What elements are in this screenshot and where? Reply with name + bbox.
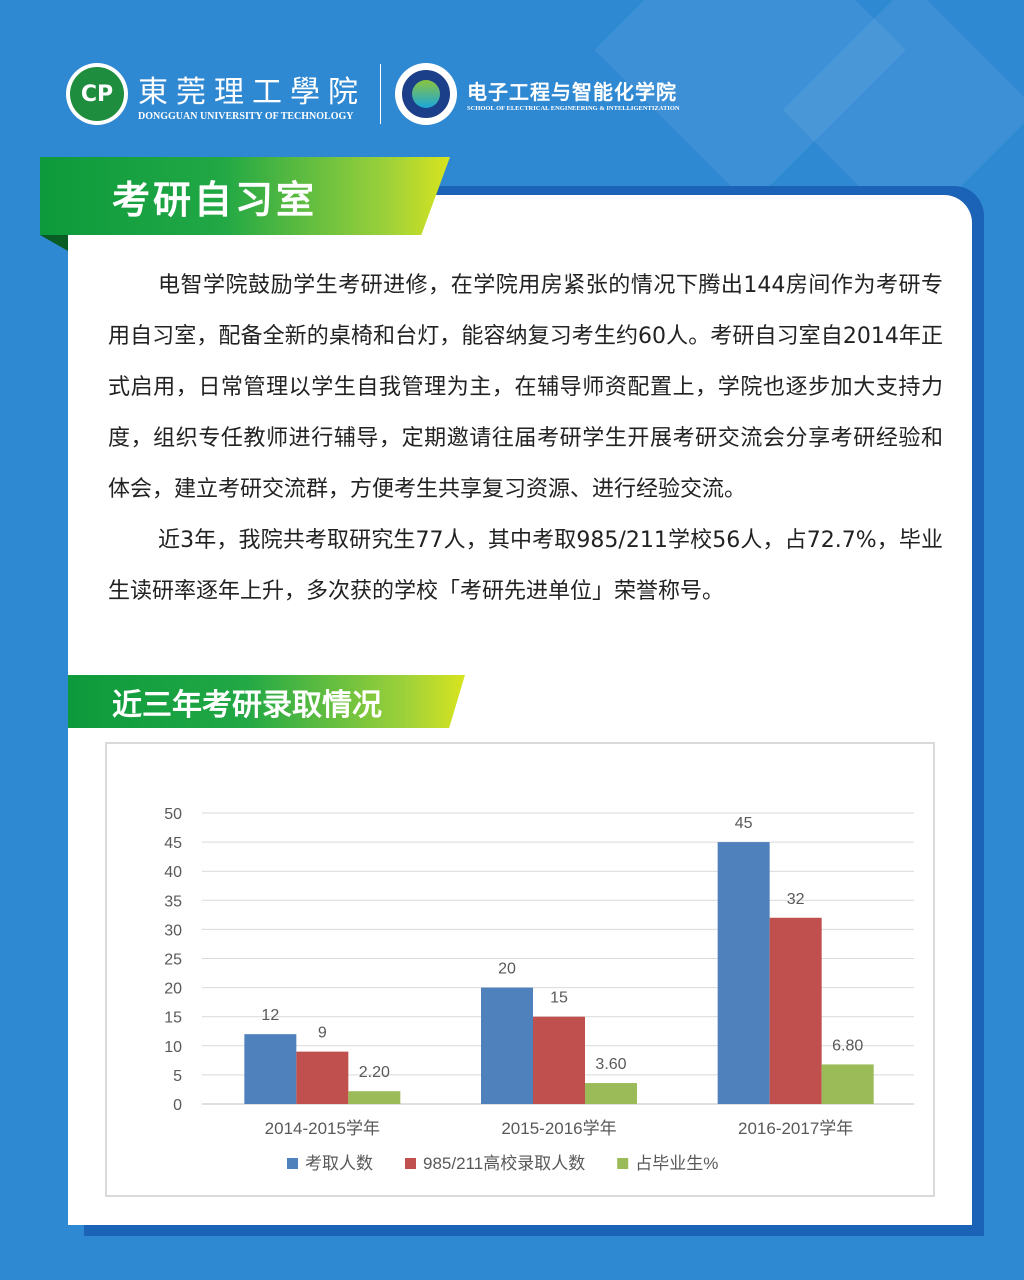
university-logo: CP bbox=[66, 63, 128, 125]
data-label: 6.80 bbox=[832, 1037, 863, 1054]
data-label: 15 bbox=[550, 990, 568, 1007]
x-tick-label: 2014-2015学年 bbox=[265, 1119, 380, 1138]
bar bbox=[821, 1064, 874, 1104]
data-label: 2.20 bbox=[359, 1064, 390, 1081]
bar-chart: 0 5 10 15 20 25 30 35 40 45 50 12 9 2.20 2014-2015学年 20… bbox=[164, 806, 914, 1173]
y-tick-label: 25 bbox=[164, 952, 182, 969]
header: CP 東莞理工學院 DONGGUAN UNIVERSITY OF TECHNOLO… bbox=[66, 62, 680, 126]
section-title-study-room: 考研自习室 bbox=[40, 157, 450, 235]
y-tick-label: 5 bbox=[173, 1068, 182, 1085]
banner-fold bbox=[40, 235, 68, 251]
bar bbox=[296, 1051, 349, 1104]
data-label: 20 bbox=[498, 961, 516, 978]
legend-label: 985/211高校录取人数 bbox=[423, 1154, 585, 1173]
y-tick-label: 50 bbox=[164, 806, 182, 823]
bar bbox=[244, 1034, 297, 1104]
y-tick-label: 20 bbox=[164, 981, 182, 998]
legend-swatch bbox=[617, 1158, 629, 1169]
x-tick-label: 2015-2016学年 bbox=[501, 1119, 616, 1138]
divider bbox=[380, 64, 381, 124]
y-tick-label: 10 bbox=[164, 1039, 182, 1056]
legend-label: 考取人数 bbox=[305, 1154, 373, 1173]
data-label: 12 bbox=[261, 1007, 279, 1024]
chart-container: 0 5 10 15 20 25 30 35 40 45 50 12 9 2.20 2014-2015学年 20… bbox=[105, 742, 935, 1197]
data-label: 9 bbox=[318, 1025, 327, 1042]
data-label: 32 bbox=[787, 891, 805, 908]
school-name-zh: 电子工程与智能化学院 bbox=[467, 80, 677, 104]
bar bbox=[533, 1016, 585, 1104]
bar bbox=[717, 842, 770, 1104]
bar bbox=[769, 917, 822, 1104]
paragraph: 电智学院鼓励学生考研进修，在学院用房紧张的情况下腾出144房间作为考研专用自习室… bbox=[108, 273, 943, 502]
data-label: 45 bbox=[735, 815, 753, 832]
legend-label: 占毕业生% bbox=[635, 1154, 718, 1173]
y-tick-label: 0 bbox=[173, 1097, 182, 1114]
x-tick-label: 2016-2017学年 bbox=[738, 1119, 853, 1138]
school-name-en: SCHOOL OF ELECTRICAL ENGINEERING & INTEL… bbox=[467, 105, 680, 112]
paragraph: 近3年，我院共考取研究生77人，其中考取985/211学校56人，占72.7%，… bbox=[108, 528, 943, 604]
university-name-en: DONGGUAN UNIVERSITY OF TECHNOLOGY bbox=[138, 110, 354, 122]
legend-swatch bbox=[405, 1158, 416, 1169]
body-text: 电智学院鼓励学生考研进修，在学院用房紧张的情况下腾出144房间作为考研专用自习室… bbox=[108, 260, 943, 617]
section-title-admission: 近三年考研录取情况 bbox=[68, 675, 465, 728]
y-tick-label: 15 bbox=[164, 1010, 182, 1027]
y-tick-label: 40 bbox=[164, 864, 182, 881]
y-tick-label: 30 bbox=[164, 922, 182, 939]
y-tick-label: 45 bbox=[164, 835, 182, 852]
bar bbox=[348, 1091, 401, 1104]
data-label: 3.60 bbox=[595, 1056, 626, 1073]
bar bbox=[481, 987, 533, 1104]
legend-swatch bbox=[287, 1158, 298, 1169]
school-logo bbox=[395, 63, 457, 125]
bar bbox=[585, 1083, 637, 1104]
university-name-zh: 東莞理工學院 bbox=[138, 74, 366, 110]
y-tick-label: 35 bbox=[164, 893, 182, 910]
